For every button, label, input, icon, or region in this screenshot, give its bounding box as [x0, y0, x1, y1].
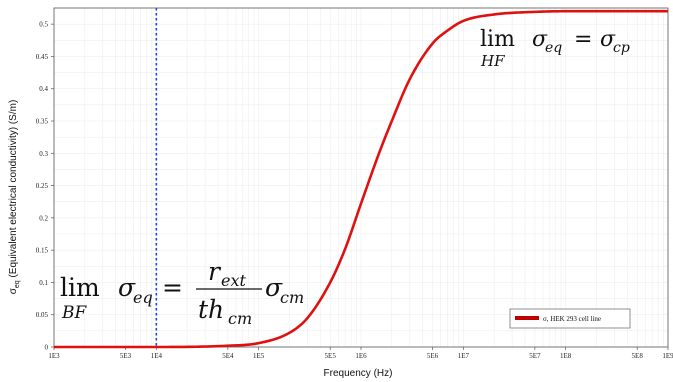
x-tick-label: 1E6 — [355, 352, 367, 360]
y-tick-label: 0.4 — [39, 85, 48, 93]
series-line-0 — [54, 9, 668, 349]
svg-text:cm: cm — [228, 309, 252, 328]
legend-label: σ, HEK 293 cell line — [543, 315, 601, 323]
y-tick-label: 0.15 — [36, 247, 49, 255]
svg-text:lim: lim — [60, 273, 100, 302]
svg-text:σ: σ — [532, 27, 548, 52]
svg-text:HF: HF — [480, 52, 505, 70]
svg-text:σ: σ — [600, 27, 616, 52]
svg-text:lim: lim — [480, 27, 515, 52]
y-tick-label: 0.45 — [36, 53, 49, 61]
y-axis-title: σeq (Equivalent electrical conductivity)… — [8, 100, 21, 295]
svg-text:=: = — [162, 273, 183, 302]
x-tick-label: 5E6 — [427, 352, 439, 360]
x-tick-label: 5E4 — [222, 352, 234, 360]
x-tick-label: 1E8 — [560, 352, 572, 360]
annotation-hf-limit: lim HF σ eq = σ cp — [480, 27, 630, 70]
y-tick-label: 0 — [45, 344, 49, 352]
axis-ticks: 1E3 5E3 1E4 5E4 1E5 5E5 1E6 5E6 1E7 5E7 1E8 5E8 1E9 0… — [36, 21, 673, 360]
svg-text:σ: σ — [118, 273, 136, 302]
x-tick-label: 1E5 — [253, 352, 265, 360]
y-tick-label: 0.5 — [39, 21, 48, 29]
svg-text:eq: eq — [545, 40, 562, 56]
x-tick-label: 5E3 — [120, 352, 132, 360]
y-tick-label: 0.05 — [36, 311, 49, 319]
x-tick-label: 5E5 — [325, 352, 337, 360]
x-tick-label: 1E3 — [48, 352, 60, 360]
svg-text:BF: BF — [61, 303, 87, 323]
series-layer — [54, 9, 668, 349]
y-tick-label: 0.3 — [39, 150, 48, 158]
y-tick-label: 0.1 — [39, 279, 48, 287]
legend: σ, HEK 293 cell line — [509, 308, 631, 329]
svg-text:ext: ext — [221, 271, 246, 290]
svg-text:r: r — [208, 257, 222, 286]
legend-box — [509, 308, 631, 329]
annotation-bf-limit: lim BF σ eq = r ext th cm σ cm — [60, 257, 304, 328]
x-axis-title: Frequency (Hz) — [324, 368, 393, 379]
svg-text:eq: eq — [133, 288, 153, 307]
svg-text:σ: σ — [265, 273, 283, 302]
svg-text:cp: cp — [613, 40, 630, 56]
x-tick-label: 1E4 — [151, 352, 163, 360]
svg-text:cm: cm — [280, 288, 304, 307]
y-tick-label: 0.35 — [36, 118, 49, 126]
x-tick-label: 1E9 — [662, 352, 673, 360]
x-tick-label: 5E7 — [529, 352, 541, 360]
x-tick-label: 5E8 — [632, 352, 644, 360]
y-tick-label: 0.25 — [36, 182, 49, 190]
x-tick-label: 1E7 — [458, 352, 470, 360]
svg-text:th: th — [198, 295, 224, 324]
legend-swatch — [515, 316, 539, 320]
svg-text:=: = — [574, 27, 592, 52]
y-tick-label: 0.2 — [39, 214, 48, 222]
